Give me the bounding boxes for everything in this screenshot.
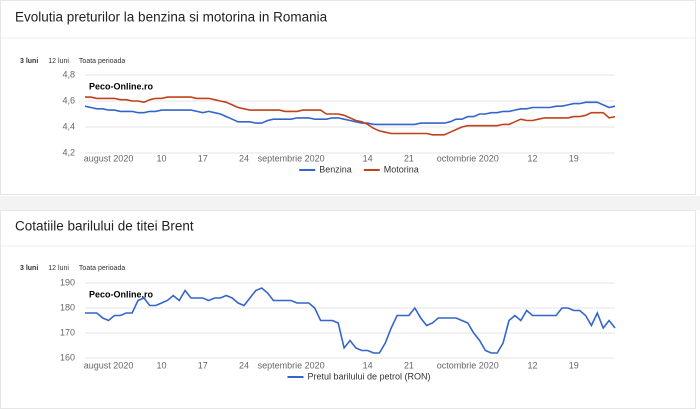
y-tick-label: 4,8 (62, 69, 75, 79)
data-line (84, 101, 616, 126)
range-tab[interactable]: 12 luni (48, 58, 69, 65)
x-tick-label: 12 (528, 153, 538, 163)
panel (0, 210, 696, 409)
y-tick-label: 190 (60, 277, 75, 287)
data-line (85, 96, 616, 136)
legend-label: Motorina (384, 164, 419, 174)
x-tick-label: 10 (157, 360, 167, 370)
data-line (85, 287, 616, 354)
range-tab[interactable]: Toata perioada (79, 58, 125, 65)
x-tick-label: septembrie 2020 (258, 360, 325, 370)
x-tick-label: 12 (528, 360, 538, 370)
panel-title: Cotatiile barilului de titei Brent (15, 219, 194, 234)
y-tick-label: 4,6 (62, 95, 75, 105)
range-tab[interactable]: 3 luni (20, 58, 38, 65)
x-tick-label: octombrie 2020 (437, 360, 499, 370)
panel-gap (0, 196, 700, 210)
x-tick-label: 19 (569, 153, 579, 163)
panel (0, 0, 696, 195)
x-tick-label: 24 (239, 153, 249, 163)
x-tick-label: 10 (157, 153, 167, 163)
x-tick-label: octombrie 2020 (437, 153, 499, 163)
x-tick-label: 17 (198, 153, 208, 163)
range-tab[interactable]: 12 luni (48, 265, 69, 272)
y-tick-label: 4,4 (62, 121, 75, 131)
x-tick-label: august 2020 (84, 153, 134, 163)
x-tick-label: 24 (239, 360, 249, 370)
legend-label: Benzina (319, 164, 352, 174)
panel-title: Evolutia preturilor la benzina si motori… (15, 10, 328, 25)
x-tick-label: 14 (363, 153, 373, 163)
x-tick-label: 19 (569, 360, 579, 370)
y-tick-label: 4,2 (62, 147, 75, 157)
x-tick-label: septembrie 2020 (258, 153, 325, 163)
x-tick-label: 14 (363, 360, 373, 370)
watermark: Peco-Online.ro (89, 81, 154, 91)
y-tick-label: 170 (60, 327, 75, 337)
y-tick-label: 160 (60, 352, 75, 362)
y-tick-label: 180 (60, 302, 75, 312)
watermark: Peco-Online.ro (89, 289, 154, 299)
x-tick-label: august 2020 (84, 360, 134, 370)
x-tick-label: 17 (198, 360, 208, 370)
legend-label: Pretul barilului de petrol (RON) (307, 371, 430, 381)
range-tab[interactable]: 3 luni (20, 265, 38, 272)
range-tab[interactable]: Toata perioada (79, 265, 125, 272)
x-tick-label: 21 (404, 153, 414, 163)
x-tick-label: 21 (404, 360, 414, 370)
